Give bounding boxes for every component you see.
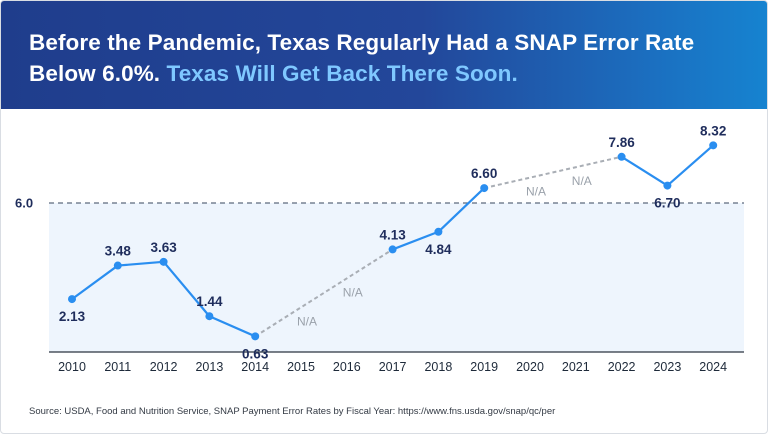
data-point xyxy=(68,295,76,304)
x-tick-label: 2017 xyxy=(379,360,407,374)
x-tick-label: 2011 xyxy=(104,360,131,374)
x-tick-label: 2024 xyxy=(699,360,727,374)
data-label: 8.32 xyxy=(700,123,726,138)
data-point xyxy=(251,332,260,341)
data-point xyxy=(205,312,214,321)
data-label: 1.44 xyxy=(196,294,223,309)
gap-connector-line xyxy=(483,155,622,190)
data-label: 6.60 xyxy=(471,166,497,181)
x-tick-label: 2016 xyxy=(333,360,361,374)
data-point xyxy=(113,261,122,270)
below-target-band xyxy=(49,202,744,352)
data-label: 0.63 xyxy=(242,346,269,361)
x-tick-label: 2019 xyxy=(470,360,498,374)
x-tick-label: 2021 xyxy=(562,360,590,374)
reference-line-label: 6.0 xyxy=(15,195,33,210)
data-point xyxy=(159,257,168,266)
gap-connector-line xyxy=(254,248,394,338)
x-tick-label: 2014 xyxy=(241,360,269,374)
x-tick-label: 2013 xyxy=(195,360,223,374)
data-label: 4.13 xyxy=(379,227,406,242)
data-label: 6.70 xyxy=(654,196,680,211)
title-main: Before the Pandemic, Texas Regularly Had… xyxy=(29,30,695,86)
series-line xyxy=(621,144,714,187)
x-tick-label: 2015 xyxy=(287,360,315,374)
header-banner: Before the Pandemic, Texas Regularly Had… xyxy=(1,1,767,109)
missing-data-label: N/A xyxy=(526,185,546,199)
x-tick-label: 2012 xyxy=(150,360,178,374)
data-label: 2.13 xyxy=(59,309,86,324)
x-tick-label: 2010 xyxy=(58,360,86,374)
x-tick-label: 2018 xyxy=(424,360,452,374)
data-point xyxy=(663,181,672,190)
data-point xyxy=(617,152,626,161)
data-point xyxy=(480,184,489,193)
x-tick-label: 2020 xyxy=(516,360,544,374)
missing-data-label: N/A xyxy=(572,174,592,188)
data-point xyxy=(434,227,443,236)
missing-data-label: N/A xyxy=(297,314,317,328)
missing-data-label: N/A xyxy=(343,285,363,299)
x-tick-label: 2022 xyxy=(608,360,636,374)
title-highlight: Texas Will Get Back There Soon. xyxy=(166,61,518,86)
line-chart: 6.0 2010 2011 2012 2013 2014 2015 2016 2017 2018 2… xyxy=(15,123,744,374)
source-note: Source: USDA, Food and Nutrition Service… xyxy=(29,406,556,417)
page-title: Before the Pandemic, Texas Regularly Had… xyxy=(29,27,749,89)
data-point xyxy=(709,141,718,150)
data-point xyxy=(388,245,397,254)
data-label: 3.48 xyxy=(105,244,132,259)
data-label: 7.86 xyxy=(608,135,635,150)
x-tick-label: 2023 xyxy=(653,360,681,374)
data-label: 3.63 xyxy=(150,240,177,255)
data-label: 4.84 xyxy=(425,242,452,257)
